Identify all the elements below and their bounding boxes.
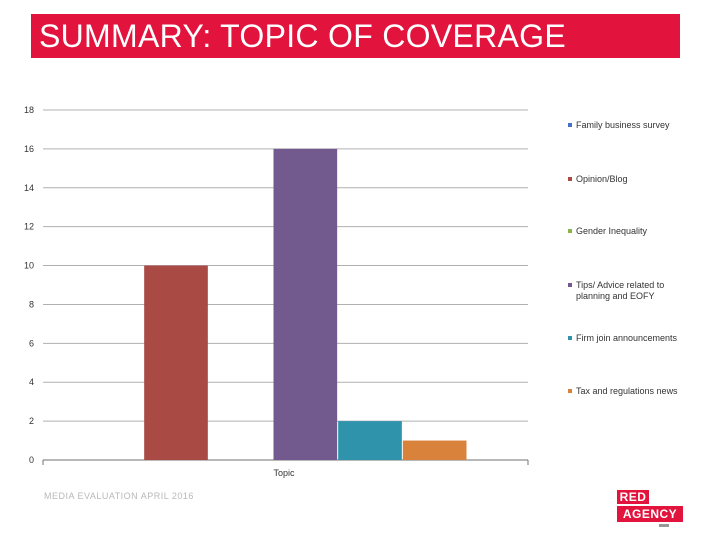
y-tick-label: 8 [29,299,34,309]
legend-label: Tax and regulations news [576,386,678,396]
legend-label: Tips/ Advice related to planning and EOFY [576,280,664,301]
bar-6 [402,440,467,460]
legend-swatch [568,177,572,181]
legend-swatch [568,389,572,393]
footer-text: MEDIA EVALUATION APRIL 2016 [44,491,194,501]
bar-4 [273,148,338,460]
legend-swatch [568,283,572,287]
y-tick-label: 6 [29,338,34,348]
title-bar: SUMMARY: TOPIC OF COVERAGE [31,14,680,58]
logo-tagline-mark [617,524,683,528]
legend-label: Family business survey [576,120,670,130]
red-agency-logo: RED AGENCY [617,490,683,528]
y-tick-label: 0 [29,455,34,465]
legend-swatch [568,229,572,233]
legend-swatch [568,123,572,127]
y-tick-label: 10 [24,261,34,271]
x-category-label: Topic [273,468,295,478]
y-tick-label: 4 [29,377,34,387]
y-tick-label: 2 [29,416,34,426]
legend-label: Gender Inequality [576,226,648,236]
y-tick-label: 18 [24,105,34,115]
y-tick-label: 16 [24,144,34,154]
logo-line2: AGENCY [617,506,683,522]
legend-label: Opinion/Blog [576,174,628,184]
y-tick-label: 12 [24,222,34,232]
bar-5 [338,421,402,460]
slide-title: SUMMARY: TOPIC OF COVERAGE [39,18,567,54]
legend-label: Firm join announcements [576,333,678,343]
legend-swatch [568,336,572,340]
logo-line1: RED [617,490,649,504]
bar-2 [144,265,208,460]
y-tick-label: 14 [24,183,34,193]
